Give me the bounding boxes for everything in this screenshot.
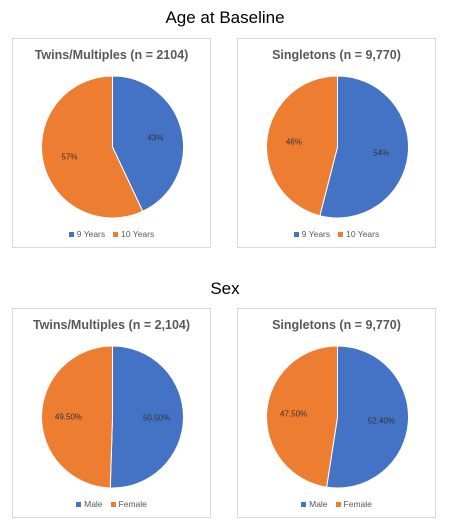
legend: Male Female bbox=[13, 499, 210, 509]
pie-slice-9-years bbox=[319, 75, 409, 219]
legend-item-male: Male bbox=[301, 499, 328, 509]
pie-slice-10-years bbox=[266, 75, 338, 217]
pie-slice-10-years bbox=[41, 75, 144, 219]
legend-swatch bbox=[338, 232, 344, 238]
pie-slice-male bbox=[109, 345, 184, 489]
legend-item-female: Female bbox=[335, 499, 372, 509]
chart-title: Singletons (n = 9,770) bbox=[272, 318, 401, 332]
legend-item-10-years: 10 Years bbox=[338, 229, 379, 239]
sex-section-title: Sex bbox=[210, 279, 240, 298]
slice-label-male: 52.40% bbox=[368, 416, 395, 425]
slice-label-10-years: 46% bbox=[286, 137, 302, 146]
age-section-title: Age at Baseline bbox=[165, 8, 285, 27]
legend-item-9-years: 9 Years bbox=[68, 229, 106, 239]
slice-label-9-years: 54% bbox=[373, 149, 389, 158]
pie-panel-singletons-sex: Singletons (n = 9,770) 52.40% 47.50% Male… bbox=[237, 308, 436, 518]
legend-label: 9 Years bbox=[76, 229, 106, 239]
legend-swatch bbox=[293, 232, 299, 238]
legend-swatch bbox=[301, 502, 307, 508]
pie-panel-twins-age: Twins/Multiples (n = 2104) 43% 57% 9 Year… bbox=[12, 38, 211, 248]
legend-swatch bbox=[335, 502, 341, 508]
legend-item-male: Male bbox=[76, 499, 103, 509]
legend-label: 9 Years bbox=[301, 229, 331, 239]
pie-chart: 52.40% 47.50% bbox=[266, 345, 409, 489]
slice-label-female: 49.50% bbox=[55, 412, 82, 421]
legend-swatch bbox=[110, 502, 116, 508]
legend: 9 Years 10 Years bbox=[13, 229, 210, 239]
legend-item-female: Female bbox=[110, 499, 147, 509]
legend-item-10-years: 10 Years bbox=[113, 229, 154, 239]
pie-slice-male bbox=[326, 345, 409, 489]
slice-label-9-years: 43% bbox=[147, 133, 163, 142]
legend-swatch bbox=[68, 232, 74, 238]
legend-item-9-years: 9 Years bbox=[293, 229, 331, 239]
slice-label-female: 47.50% bbox=[280, 410, 307, 419]
slice-label-male: 50.50% bbox=[143, 414, 170, 423]
pie-chart: 54% 46% bbox=[266, 75, 409, 219]
legend-label: Male bbox=[84, 499, 103, 509]
legend: 9 Years 10 Years bbox=[238, 229, 435, 239]
pie-chart: 50.50% 49.50% bbox=[41, 345, 184, 489]
legend-swatch bbox=[113, 232, 119, 238]
pie-panel-singletons-age: Singletons (n = 9,770) 54% 46% 9 Years 10 … bbox=[237, 38, 436, 248]
legend-label: Male bbox=[309, 499, 328, 509]
chart-title: Twins/Multiples (n = 2104) bbox=[34, 48, 189, 62]
legend: Male Female bbox=[238, 499, 435, 509]
legend-label: Female bbox=[343, 499, 372, 509]
pie-slice-female bbox=[41, 345, 113, 489]
legend-label: 10 Years bbox=[346, 229, 380, 239]
chart-title: Singletons (n = 9,770) bbox=[272, 48, 401, 62]
pie-chart: 43% 57% bbox=[41, 75, 184, 219]
slice-label-10-years: 57% bbox=[62, 153, 78, 162]
chart-title: Twins/Multiples (n = 2,104) bbox=[32, 318, 191, 332]
pie-panel-twins-sex: Twins/Multiples (n = 2,104) 50.50% 49.50%… bbox=[12, 308, 211, 518]
legend-label: Female bbox=[118, 499, 147, 509]
legend-label: 10 Years bbox=[121, 229, 155, 239]
pie-slice-9-years bbox=[112, 75, 184, 212]
legend-swatch bbox=[76, 502, 82, 508]
pie-slice-female bbox=[266, 345, 338, 488]
